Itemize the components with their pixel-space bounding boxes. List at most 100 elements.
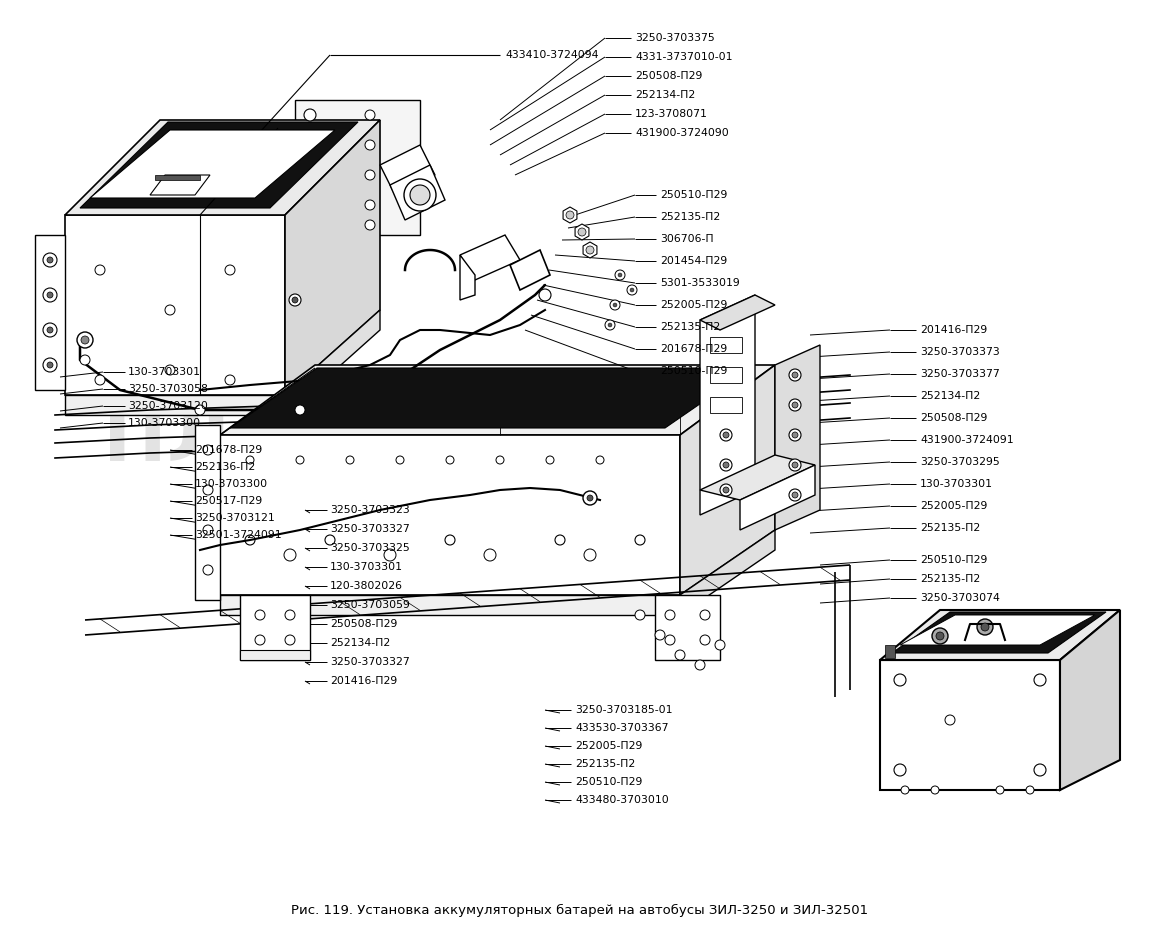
Circle shape <box>931 786 939 794</box>
Circle shape <box>1026 786 1034 794</box>
Polygon shape <box>563 207 577 223</box>
Polygon shape <box>156 175 200 180</box>
Text: 3250-3703185-01: 3250-3703185-01 <box>575 705 672 715</box>
Text: 250510-П29: 250510-П29 <box>920 555 987 565</box>
Circle shape <box>77 332 93 348</box>
Polygon shape <box>65 395 284 415</box>
Polygon shape <box>390 165 445 220</box>
Polygon shape <box>880 610 1120 660</box>
Circle shape <box>723 342 729 348</box>
Polygon shape <box>740 465 815 530</box>
Circle shape <box>43 253 57 267</box>
Circle shape <box>901 786 909 794</box>
Circle shape <box>945 715 956 725</box>
Circle shape <box>295 405 305 415</box>
Circle shape <box>627 285 637 295</box>
Circle shape <box>720 339 731 351</box>
Circle shape <box>720 429 731 441</box>
Circle shape <box>396 456 404 464</box>
Text: 252135-П2: 252135-П2 <box>659 322 720 332</box>
Circle shape <box>46 292 53 298</box>
Text: 3250-3703375: 3250-3703375 <box>635 33 715 43</box>
Circle shape <box>584 549 596 561</box>
Text: 3250-3703373: 3250-3703373 <box>920 347 1000 357</box>
Circle shape <box>225 265 235 275</box>
Polygon shape <box>885 645 895 658</box>
Text: 250510-П29: 250510-П29 <box>659 366 728 376</box>
Circle shape <box>95 265 104 275</box>
Circle shape <box>789 459 801 471</box>
Circle shape <box>720 399 731 411</box>
Circle shape <box>404 179 437 211</box>
Circle shape <box>296 456 304 464</box>
Polygon shape <box>35 235 65 390</box>
Polygon shape <box>240 650 310 660</box>
Polygon shape <box>1060 610 1120 790</box>
Text: 252135-П2: 252135-П2 <box>920 523 980 533</box>
Text: 130-3703301: 130-3703301 <box>128 367 201 377</box>
Text: 252136-П2: 252136-П2 <box>195 462 255 472</box>
Circle shape <box>936 632 944 640</box>
Polygon shape <box>680 530 776 615</box>
Circle shape <box>365 140 375 150</box>
Text: 433530-3703367: 433530-3703367 <box>575 723 669 733</box>
Text: 3250-3703377: 3250-3703377 <box>920 369 1000 379</box>
Circle shape <box>284 610 295 620</box>
Circle shape <box>618 273 622 277</box>
Polygon shape <box>150 175 210 195</box>
Circle shape <box>46 327 53 333</box>
Polygon shape <box>295 100 420 235</box>
Polygon shape <box>655 595 720 660</box>
Polygon shape <box>892 612 1106 653</box>
Polygon shape <box>776 345 820 530</box>
Circle shape <box>203 445 212 455</box>
Circle shape <box>539 289 551 301</box>
Circle shape <box>195 405 205 415</box>
Circle shape <box>635 535 646 545</box>
Circle shape <box>792 372 798 378</box>
Circle shape <box>894 674 906 686</box>
Text: 250508-П29: 250508-П29 <box>635 71 702 81</box>
Polygon shape <box>219 365 776 435</box>
Circle shape <box>365 110 375 120</box>
Circle shape <box>546 456 554 464</box>
Circle shape <box>325 535 336 545</box>
Circle shape <box>293 297 298 303</box>
Circle shape <box>630 288 634 292</box>
Polygon shape <box>460 235 520 280</box>
Text: 306706-П: 306706-П <box>659 234 714 244</box>
Circle shape <box>255 635 265 645</box>
Circle shape <box>246 456 254 464</box>
Text: 431900-3724090: 431900-3724090 <box>635 128 729 138</box>
Circle shape <box>410 185 430 205</box>
Text: 3250-3703323: 3250-3703323 <box>330 505 410 515</box>
Circle shape <box>932 628 949 644</box>
Circle shape <box>792 432 798 438</box>
Circle shape <box>484 549 496 561</box>
Circle shape <box>635 610 646 620</box>
Circle shape <box>365 170 375 180</box>
Circle shape <box>695 660 705 670</box>
Circle shape <box>789 399 801 411</box>
Circle shape <box>792 462 798 468</box>
Circle shape <box>95 375 104 385</box>
Polygon shape <box>219 595 680 615</box>
Text: 3250-3703325: 3250-3703325 <box>330 543 410 553</box>
Text: 3250-3703120: 3250-3703120 <box>128 401 208 411</box>
Text: 433480-3703010: 433480-3703010 <box>575 795 669 805</box>
Text: 130-3703300: 130-3703300 <box>128 418 201 428</box>
Circle shape <box>284 549 296 561</box>
Text: 252134-П2: 252134-П2 <box>330 638 390 648</box>
Circle shape <box>894 764 906 776</box>
Polygon shape <box>284 120 380 395</box>
Circle shape <box>165 365 175 375</box>
Text: 3250-3703121: 3250-3703121 <box>195 513 275 523</box>
Text: 201416-П29: 201416-П29 <box>330 676 397 686</box>
Circle shape <box>720 369 731 381</box>
Text: 252005-П29: 252005-П29 <box>659 300 728 310</box>
Polygon shape <box>711 397 742 413</box>
Circle shape <box>981 623 989 631</box>
Text: 130-3703300: 130-3703300 <box>195 479 268 489</box>
Text: 201678-П29: 201678-П29 <box>195 445 262 455</box>
Circle shape <box>225 375 235 385</box>
